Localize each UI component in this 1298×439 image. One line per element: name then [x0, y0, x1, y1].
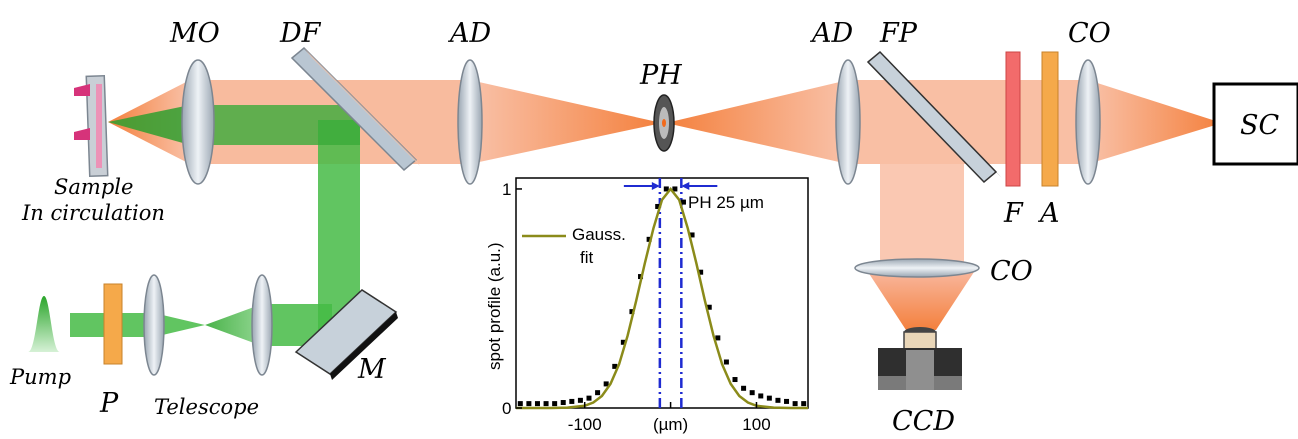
plot-data-point: [663, 186, 669, 192]
label-ad-left: AD: [447, 18, 491, 49]
plot-data-point: [680, 199, 686, 205]
label-df: DF: [279, 18, 322, 49]
filter-f: [1005, 51, 1021, 187]
ad-lens-right: [835, 59, 861, 185]
label-sample: Sample: [54, 175, 133, 199]
label-sc: SC: [1240, 110, 1279, 141]
plot-data-point: [741, 385, 747, 391]
plot-data-point: [543, 401, 549, 407]
plot-data-point: [655, 203, 661, 209]
plot-legend-line1: Gauss.: [572, 225, 626, 244]
plot-data-point: [612, 363, 618, 369]
mo-lens: [181, 59, 215, 185]
plot-data-point: [775, 397, 781, 403]
label-a: A: [1037, 198, 1060, 229]
plot-data-point: [784, 398, 790, 404]
plot-xtick-label: (µm): [653, 415, 688, 434]
co-lens-side: [854, 258, 980, 278]
ad-lens-left: [457, 59, 483, 185]
plot-data-point: [792, 401, 798, 407]
plot-data-point: [517, 401, 523, 407]
telescope-lens-2: [251, 274, 273, 376]
plot-data-point: [698, 269, 704, 275]
dichroic-filter: [290, 46, 420, 172]
plot-fit-curve: [516, 186, 808, 410]
label-ph: PH: [639, 60, 682, 91]
plot-data-point: [689, 232, 695, 238]
filter-a: [1041, 51, 1059, 187]
plot-xtick-label: -100: [568, 415, 602, 434]
plot-frame: [515, 177, 809, 409]
plot-data-point: [672, 186, 678, 192]
label-m: M: [357, 354, 387, 385]
label-fp: FP: [879, 18, 918, 49]
label-p: P: [99, 388, 119, 419]
sample-cuvette: [74, 74, 109, 178]
mirror-m: [294, 289, 398, 380]
plot-data-point: [620, 339, 626, 345]
co-lens-top: [1075, 59, 1101, 185]
plot-data-point: [749, 390, 755, 396]
plot-data-point: [715, 335, 721, 341]
label-co-top: CO: [1068, 18, 1111, 49]
pump-pulse-icon: [28, 296, 60, 352]
plot-data-point: [526, 401, 532, 407]
spot-profile-plot: spot profile (a.u.) Gauss. fit PH 25 µm …: [485, 177, 809, 434]
plot-data-point: [732, 377, 738, 383]
label-ad-right: AD: [809, 18, 853, 49]
plot-data-point: [766, 395, 772, 401]
polarizer-p: [103, 283, 123, 365]
plot-data-point: [629, 309, 635, 315]
ccd-camera-icon: [878, 327, 962, 390]
plot-data-point: [603, 381, 609, 387]
label-f: F: [1003, 198, 1024, 229]
plot-ytick-label: 0: [502, 399, 511, 418]
plot-data-point: [723, 359, 729, 365]
pinhole-icon: [653, 94, 675, 152]
flip-mirror: [866, 50, 1002, 184]
plot-data-point: [586, 395, 592, 401]
plot-data-point: [595, 390, 601, 396]
plot-data-point: [577, 397, 583, 403]
plot-data-point: [560, 400, 566, 406]
plot-ytick-label: 1: [502, 180, 511, 199]
plot-marker-arrowhead: [651, 182, 660, 190]
plot-data-point: [534, 401, 540, 407]
plot-marker-arrowhead: [681, 182, 690, 190]
plot-data-point: [552, 401, 558, 407]
plot-data-point: [569, 398, 575, 404]
label-ccd: CCD: [892, 406, 955, 437]
spectrometer-box: [1212, 82, 1298, 166]
label-co-side: CO: [990, 256, 1033, 287]
plot-xtick-label: 100: [742, 415, 770, 434]
label-pump: Pump: [9, 365, 71, 389]
plot-data-point: [758, 393, 764, 399]
plot-ylabel: spot profile (a.u.): [485, 242, 504, 370]
plot-legend-line2: fit: [580, 248, 594, 267]
label-telescope: Telescope: [154, 395, 259, 419]
plot-data-point: [706, 304, 712, 310]
label-in-circulation: In circulation: [21, 201, 165, 225]
telescope-lens-1: [143, 274, 165, 376]
plot-data-point: [801, 401, 807, 407]
plot-annotation: PH 25 µm: [688, 193, 764, 212]
plot-data-point: [646, 236, 652, 242]
label-mo: MO: [169, 18, 220, 49]
